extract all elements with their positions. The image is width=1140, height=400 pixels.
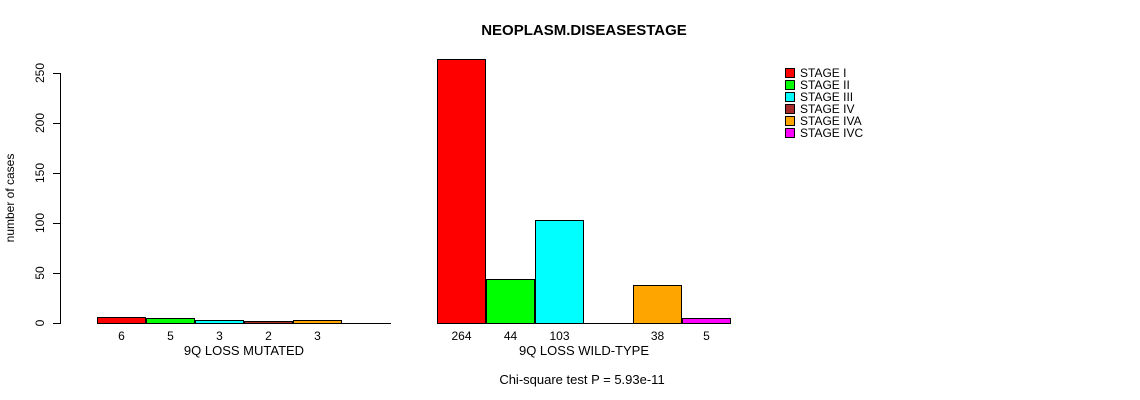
y-axis-tick-label: 0 bbox=[33, 319, 47, 327]
bar-stage-ii-group-0 bbox=[146, 318, 195, 324]
bar-stage-iii-group-0 bbox=[195, 320, 244, 324]
legend-swatch-stage-iii bbox=[785, 92, 795, 102]
chi-square-footnote: Chi-square test P = 5.93e-11 bbox=[499, 372, 665, 387]
legend-label: STAGE III bbox=[800, 90, 854, 104]
y-axis-tick bbox=[53, 323, 60, 324]
legend-swatch-stage-ivc bbox=[785, 128, 795, 138]
bar-stage-ivc-group-1 bbox=[682, 318, 731, 324]
bar-value-label: 3 bbox=[314, 329, 321, 343]
legend-swatch-stage-iva bbox=[785, 116, 795, 126]
y-axis-tick-label: 150 bbox=[33, 162, 47, 184]
bar-stage-i-group-0 bbox=[97, 317, 146, 324]
y-axis-tick-label: 100 bbox=[33, 212, 47, 234]
bar-stage-iv-group-0 bbox=[244, 321, 293, 324]
legend-swatch-stage-i bbox=[785, 68, 795, 78]
legend-label: STAGE IV bbox=[800, 102, 855, 116]
x-group-label-mutated: 9Q LOSS MUTATED bbox=[183, 343, 305, 358]
y-axis-tick-label: 200 bbox=[33, 112, 47, 134]
bar-stage-i-group-1 bbox=[437, 59, 486, 324]
legend-label: STAGE IVC bbox=[800, 126, 864, 140]
bar-stage-iva-group-1 bbox=[633, 285, 682, 324]
y-axis-line bbox=[60, 73, 61, 324]
legend-label: STAGE IVA bbox=[800, 114, 862, 128]
y-axis-tick bbox=[53, 73, 60, 74]
bar-value-label: 2 bbox=[265, 329, 272, 343]
y-axis-title: number of cases bbox=[3, 153, 17, 243]
legend-label: STAGE I bbox=[800, 66, 847, 80]
y-axis-tick bbox=[53, 273, 60, 274]
y-axis-tick bbox=[53, 173, 60, 174]
x-group-label-wildtype: 9Q LOSS WILD-TYPE bbox=[518, 343, 650, 358]
legend-label: STAGE II bbox=[800, 78, 850, 92]
legend-swatch-stage-ii bbox=[785, 80, 795, 90]
bar-value-label: 264 bbox=[451, 329, 472, 343]
bar-stage-iii-group-1 bbox=[535, 220, 584, 324]
bar-value-label: 5 bbox=[167, 329, 174, 343]
chart-title: NEOPLASM.DISEASESTAGE bbox=[481, 22, 687, 39]
bar-value-label: 103 bbox=[549, 329, 570, 343]
y-axis-tick-label: 250 bbox=[33, 62, 47, 84]
bar-value-label: 5 bbox=[703, 329, 710, 343]
bar-stage-ii-group-1 bbox=[486, 279, 535, 324]
y-axis-tick-label: 50 bbox=[33, 266, 47, 280]
y-axis-tick bbox=[53, 123, 60, 124]
bar-stage-iva-group-0 bbox=[293, 320, 342, 324]
bar-value-label: 3 bbox=[216, 329, 223, 343]
bar-value-label: 6 bbox=[118, 329, 125, 343]
x-axis-line-group-1 bbox=[437, 323, 731, 324]
bar-value-label: 44 bbox=[503, 329, 518, 343]
bar-value-label: 38 bbox=[650, 329, 665, 343]
y-axis-tick bbox=[53, 223, 60, 224]
legend-swatch-stage-iv bbox=[785, 104, 795, 114]
